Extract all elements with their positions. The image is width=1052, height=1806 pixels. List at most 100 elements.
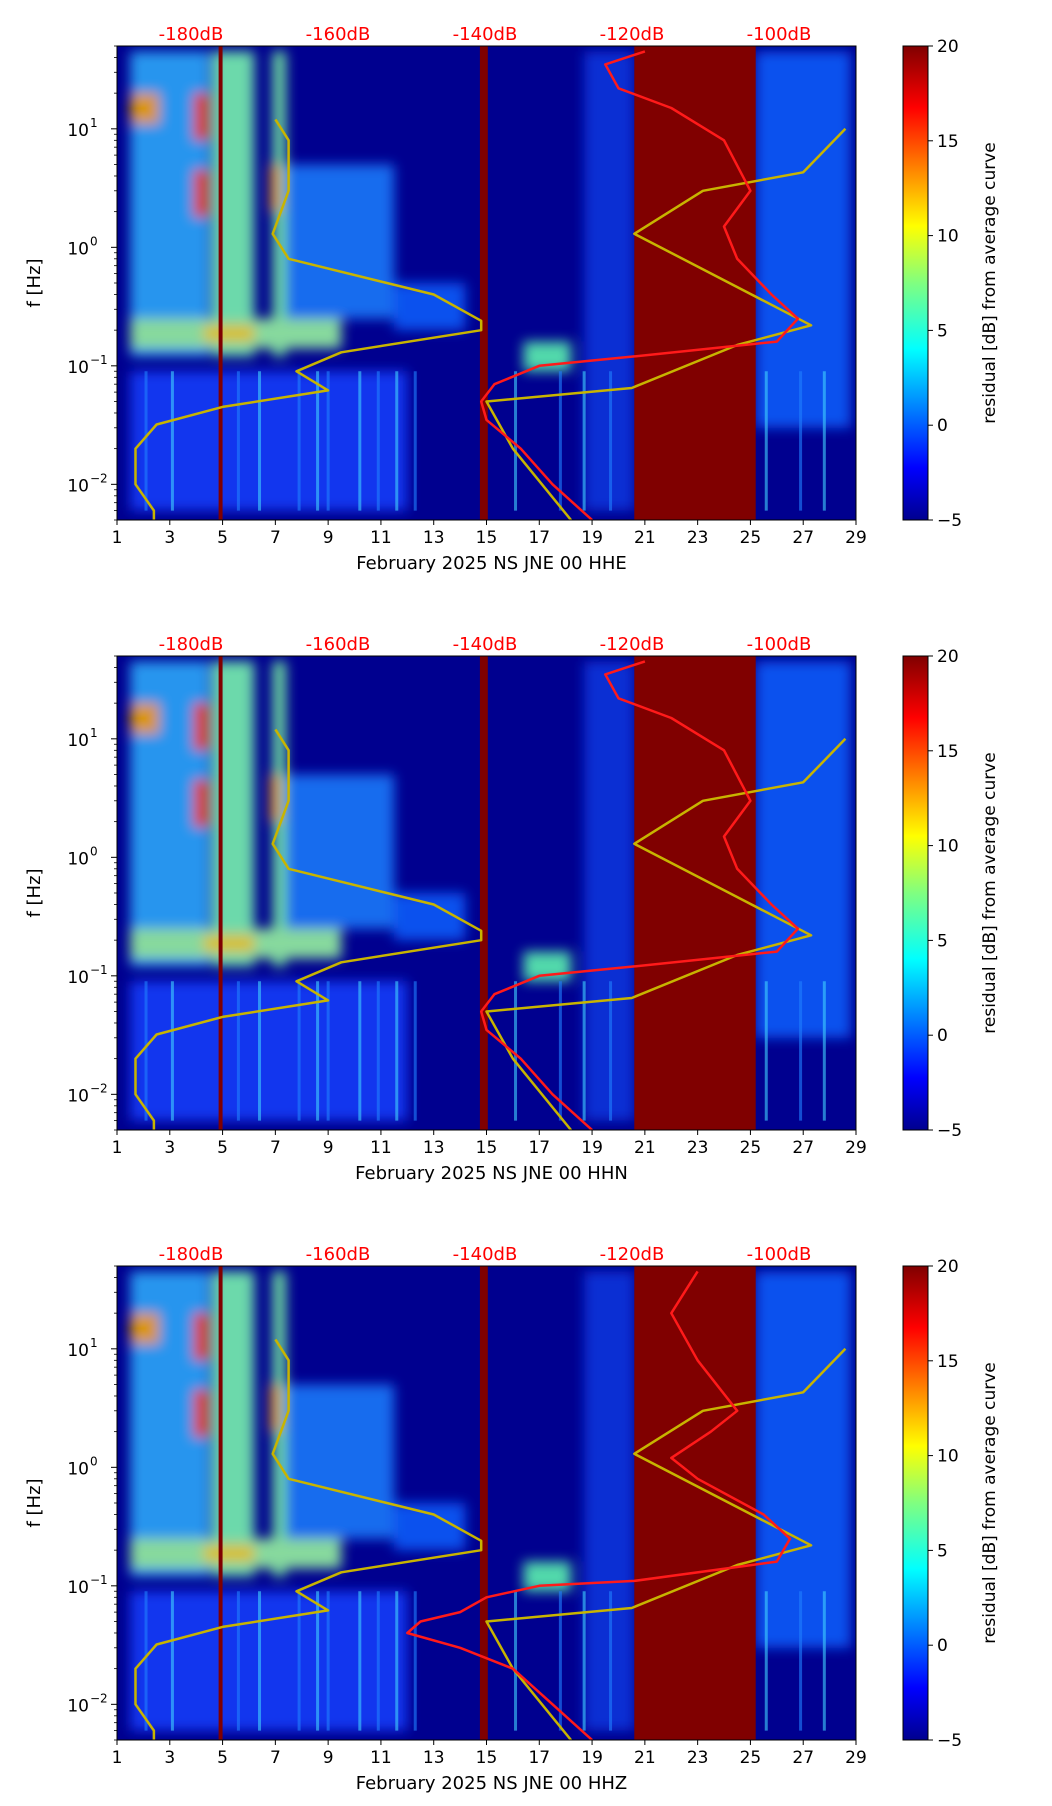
x-tick-label: 27 (792, 1138, 814, 1158)
x-tick-label: 13 (423, 1138, 445, 1158)
top-db-label: -120dB (600, 24, 665, 45)
y-tick-label: 10 (67, 1578, 89, 1598)
top-db-label: -100dB (747, 1244, 812, 1265)
y-tick-exponent: 1 (90, 726, 98, 740)
hot-spot (270, 774, 281, 822)
y-tick-label: 10 (67, 1086, 89, 1106)
y-tick-label: 10 (67, 358, 89, 378)
x-tick-label: 3 (164, 528, 175, 548)
x-tick-label: 1 (112, 528, 123, 548)
x-tick-label: 5 (217, 528, 228, 548)
colorbar-tick-label: 20 (937, 37, 959, 57)
saturated-column (479, 46, 488, 520)
x-tick-label: 9 (323, 1138, 334, 1158)
top-db-label: -180dB (159, 24, 224, 45)
x-tick-label: 15 (476, 1748, 498, 1768)
saturated-column (218, 656, 223, 1130)
plot-area (117, 1266, 856, 1740)
saturated-column (218, 46, 223, 520)
y-tick-label: 10 (67, 731, 89, 751)
top-db-label: -140dB (453, 1244, 518, 1265)
x-tick-label: 23 (687, 1748, 709, 1768)
x-tick-label: 19 (581, 1748, 603, 1768)
top-db-label: -100dB (747, 24, 812, 45)
x-tick-label: 11 (370, 528, 392, 548)
y-tick-exponent: −1 (90, 1573, 108, 1587)
energy-patch (285, 1384, 395, 1539)
saturated-column (634, 46, 756, 520)
y-tick-exponent: 1 (90, 1336, 98, 1350)
colorbar-label: residual [dB] from average curve (980, 1362, 1000, 1643)
colorbar-tick-label: 10 (937, 837, 959, 857)
x-tick-label: 25 (740, 1748, 762, 1768)
series-line-yellow (134, 1338, 483, 1740)
y-tick-label: 10 (67, 849, 89, 869)
x-tick-label: 13 (423, 1748, 445, 1768)
y-tick-exponent: 0 (90, 844, 98, 858)
saturated-column (634, 656, 756, 1130)
colorbar (902, 1265, 929, 1741)
colorbar-tick-label: 5 (937, 931, 948, 951)
colorbar-tick-label: 5 (937, 1541, 948, 1561)
x-tick-label: 25 (740, 528, 762, 548)
energy-patch (755, 1271, 851, 1648)
hot-spot (130, 703, 160, 734)
x-tick-label: 21 (634, 1138, 656, 1158)
x-tick-label: 27 (792, 1748, 814, 1768)
series-line-yellow-2 (485, 127, 847, 520)
x-tick-label: 5 (217, 1138, 228, 1158)
series-line-red (406, 1270, 792, 1740)
y-tick-label: 10 (67, 239, 89, 259)
energy-patch (212, 51, 255, 357)
y-axis-label: f [Hz] (24, 1478, 45, 1527)
top-db-label: -180dB (159, 1244, 224, 1265)
y-tick-exponent: 1 (90, 116, 98, 130)
hot-spot (130, 93, 160, 124)
x-tick-label: 29 (845, 528, 867, 548)
x-tick-label: 23 (687, 528, 709, 548)
vertical-streaks (144, 1591, 826, 1731)
series-line-red (479, 50, 800, 520)
x-tick-label: 5 (217, 1748, 228, 1768)
hot-spot (193, 779, 210, 828)
x-tick-label: 29 (845, 1138, 867, 1158)
top-db-label: -120dB (600, 634, 665, 655)
hot-spot (193, 1389, 210, 1438)
energy-patch (285, 164, 395, 319)
series-line-yellow-2 (485, 1347, 847, 1740)
x-tick-label: 11 (370, 1748, 392, 1768)
y-tick-exponent: 0 (90, 1454, 98, 1468)
spectrogram-texture (130, 1271, 851, 1731)
colorbar-label: residual [dB] from average curve (980, 752, 1000, 1033)
series-line-yellow (134, 728, 483, 1130)
series-line-red (479, 660, 800, 1130)
saturated-column (479, 1266, 488, 1740)
y-tick-exponent: −2 (90, 1691, 108, 1705)
plot-area (117, 46, 856, 520)
y-tick-label: 10 (67, 476, 89, 496)
y-tick-label: 10 (67, 121, 89, 141)
y-tick-label: 10 (67, 968, 89, 988)
top-db-label: -100dB (747, 634, 812, 655)
y-axis-label: f [Hz] (24, 258, 45, 307)
colorbar-tick-label: 15 (937, 1352, 959, 1372)
energy-patch (755, 661, 851, 1038)
hot-spot (270, 1384, 281, 1432)
x-tick-label: 27 (792, 528, 814, 548)
x-tick-label: 17 (528, 528, 550, 548)
x-tick-label: 23 (687, 1138, 709, 1158)
colorbar-tick-label: 15 (937, 132, 959, 152)
x-tick-label: 17 (528, 1748, 550, 1768)
x-axis-label: February 2025 NS JNE 00 HHE (356, 553, 627, 574)
saturated-column (218, 1266, 223, 1740)
x-tick-label: 7 (270, 1748, 281, 1768)
x-tick-label: 1 (112, 1748, 123, 1768)
colorbar-tick-label: 0 (937, 1636, 948, 1656)
x-tick-label: 21 (634, 528, 656, 548)
top-db-label: -140dB (453, 24, 518, 45)
saturated-column (634, 1266, 756, 1740)
colorbar-tick-label: −5 (937, 1731, 962, 1751)
colorbar (902, 45, 929, 521)
series-line-yellow (134, 118, 483, 520)
